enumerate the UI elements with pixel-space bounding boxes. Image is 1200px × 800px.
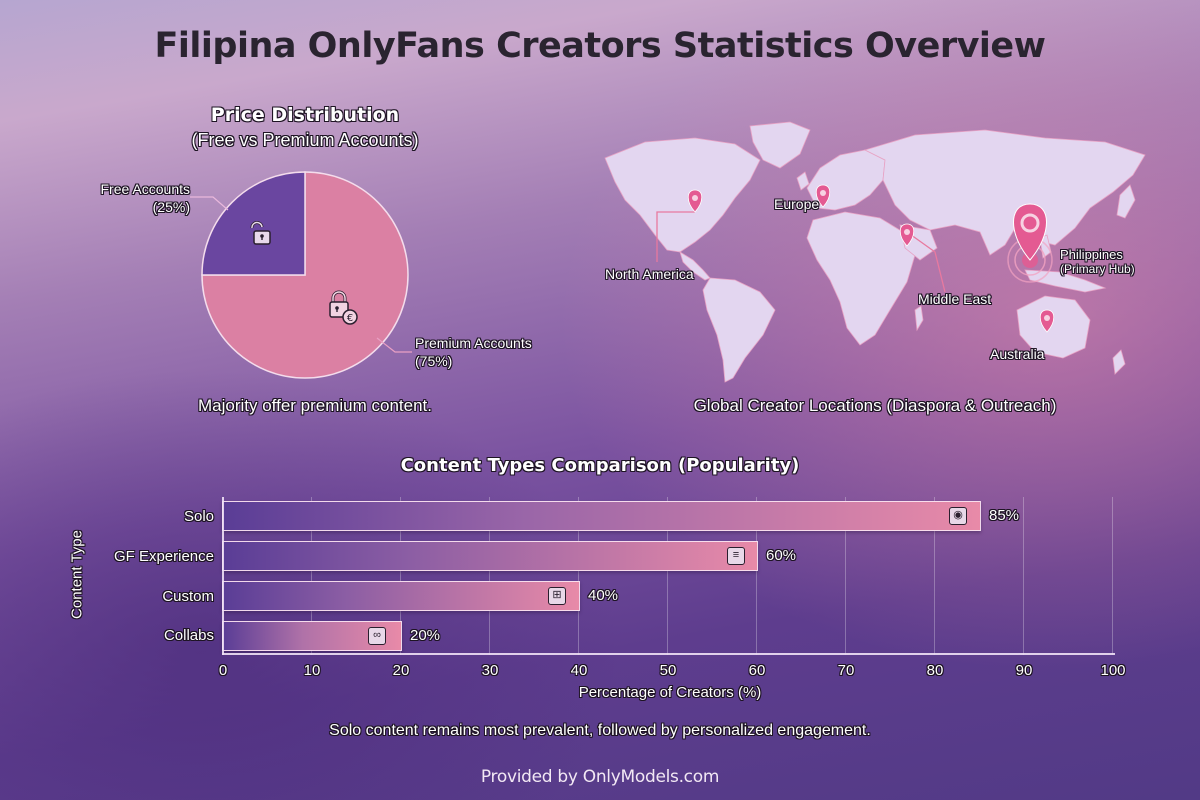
pin-philippines[interactable]: [1007, 203, 1053, 283]
camera-icon: ◉: [949, 507, 967, 525]
padlock-euro-icon: €: [329, 290, 358, 325]
unlocked-padlock-icon: [250, 220, 271, 245]
chat-bubble-icon: ≡: [727, 547, 745, 565]
bar-gf-experience[interactable]: [222, 541, 758, 571]
x-axis-label: Percentage of Creators (%): [578, 684, 762, 701]
gridline: [1023, 497, 1024, 655]
gridline: [1112, 497, 1113, 655]
y-axis-line: [222, 497, 224, 655]
map-label-philippines: Philippines (Primary Hub): [1060, 247, 1135, 277]
premium-accounts-pct: (75%): [415, 353, 453, 369]
bar-custom[interactable]: [222, 581, 580, 611]
x-tick-label: 40: [570, 662, 588, 679]
map-caption: Global Creator Locations (Diaspora & Out…: [693, 396, 1057, 415]
map-label-australia: Australia: [990, 346, 1045, 362]
philippines-name: Philippines: [1060, 247, 1123, 262]
category-label-collabs: Collabs: [163, 627, 214, 644]
gridline: [400, 497, 401, 655]
gridline: [934, 497, 935, 655]
x-tick-label: 0: [218, 662, 228, 679]
bar-value-gf-experience: 60%: [766, 547, 797, 564]
bar-value-solo: 85%: [989, 507, 1020, 524]
x-tick-label: 60: [748, 662, 766, 679]
category-label-custom: Custom: [162, 588, 214, 605]
world-map: [604, 121, 1146, 383]
pin-australia[interactable]: [1039, 309, 1055, 333]
continents: [604, 121, 1146, 383]
free-accounts-pct: (25%): [152, 199, 190, 215]
svg-text:€: €: [347, 313, 353, 324]
gridline: [311, 497, 312, 655]
bar-chart-plot: ◉ 85% ≡ 60% ⊞ 40% ∞ 20%: [222, 497, 1115, 655]
premium-accounts-name: Premium Accounts: [415, 335, 532, 351]
gridline: [667, 497, 668, 655]
gridline: [845, 497, 846, 655]
pie-chart-subtitle: (Free vs Premium Accounts): [191, 130, 419, 150]
bar-chart-title: Content Types Comparison (Popularity): [400, 455, 800, 476]
map-label-europe: Europe: [774, 196, 820, 212]
pie-slice-premium[interactable]: [201, 171, 409, 379]
y-axis-label: Content Type: [68, 530, 86, 619]
gridline: [756, 497, 757, 655]
page-title: Filipina OnlyFans Creators Statistics Ov…: [154, 26, 1046, 66]
pie-chart-title: Price Distribution: [210, 104, 400, 126]
pie-caption: Majority offer premium content.: [198, 396, 432, 415]
x-tick-label: 100: [1100, 662, 1126, 679]
x-tick-label: 80: [926, 662, 944, 679]
category-label-gf-experience: GF Experience: [113, 548, 214, 565]
pie-chart: €: [201, 171, 409, 379]
premium-accounts-label: Premium Accounts (75%): [415, 334, 585, 370]
gift-icon: ⊞: [548, 587, 566, 605]
category-label-solo: Solo: [183, 508, 214, 525]
bar-value-collabs: 20%: [410, 627, 441, 644]
x-tick-label: 10: [303, 662, 321, 679]
free-accounts-name: Free Accounts: [100, 181, 191, 197]
x-tick-label: 20: [392, 662, 410, 679]
bar-solo[interactable]: [222, 501, 981, 531]
free-accounts-label: Free Accounts (25%): [60, 180, 191, 216]
gridline: [489, 497, 490, 655]
map-label-north-america: North America: [605, 266, 694, 282]
x-tick-label: 70: [837, 662, 855, 679]
philippines-sub: (Primary Hub): [1060, 262, 1135, 276]
x-tick-label: 30: [481, 662, 499, 679]
pin-europe[interactable]: [815, 184, 831, 208]
footer-credit: Provided by OnlyModels.com: [480, 767, 720, 787]
pin-middle-east[interactable]: [899, 223, 915, 247]
gridline: [578, 497, 579, 655]
users-icon: ∞: [368, 627, 386, 645]
bar-chart-caption: Solo content remains most prevalent, fol…: [329, 722, 871, 739]
map-label-middle-east: Middle East: [918, 291, 992, 307]
pin-north-america[interactable]: [687, 189, 703, 213]
x-tick-label: 90: [1015, 662, 1033, 679]
x-axis-line: [222, 653, 1115, 655]
pie-leader-lines: [190, 196, 412, 353]
x-tick-label: 50: [659, 662, 677, 679]
bar-value-custom: 40%: [588, 587, 619, 604]
